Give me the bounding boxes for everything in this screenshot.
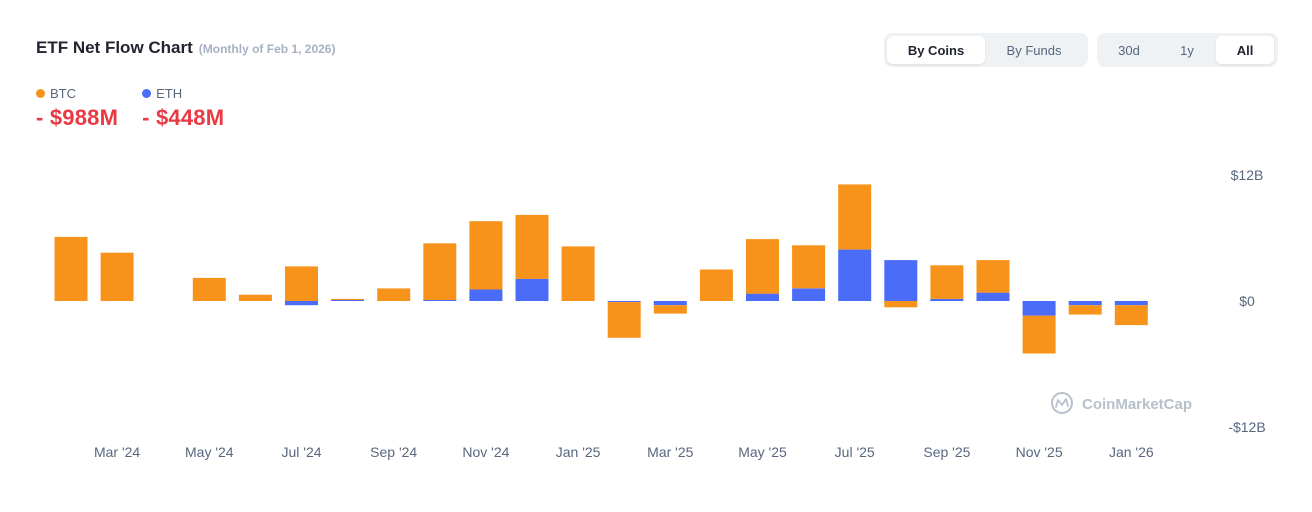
x-tick-label: Sep '24	[370, 444, 417, 460]
x-tick-label: Mar '24	[94, 444, 140, 460]
chart-title: ETF Net Flow Chart	[36, 38, 193, 57]
legend: BTC - $988M ETH - $448M	[36, 86, 224, 131]
x-axis: Mar '24 May '24 Jul '24 Sep '24 Nov '24 Jan '…	[94, 444, 1154, 460]
bar-btc-4[interactable]	[238, 294, 272, 301]
x-tick-label: May '25	[738, 444, 787, 460]
bar-btc-16[interactable]	[792, 245, 826, 289]
bar-eth-20[interactable]	[976, 292, 1010, 301]
x-tick-label: May '24	[185, 444, 234, 460]
range-all-button[interactable]: All	[1216, 36, 1274, 64]
watermark-text: CoinMarketCap	[1082, 396, 1192, 413]
by-coins-button[interactable]: By Coins	[887, 36, 985, 64]
bar-eth-6[interactable]	[331, 299, 365, 301]
x-tick-label: Nov '24	[462, 444, 509, 460]
x-tick-label: Jul '24	[281, 444, 321, 460]
x-tick-label: Jan '26	[1109, 444, 1154, 460]
view-toggle: By Coins By Funds	[884, 33, 1088, 67]
eth-dot-icon	[142, 89, 152, 98]
bar-eth-21[interactable]	[1022, 301, 1056, 316]
bar-btc-19[interactable]	[930, 265, 964, 299]
bar-eth-22[interactable]	[1068, 301, 1102, 306]
bar-eth-15[interactable]	[746, 293, 779, 301]
legend-value-btc: - $988M	[36, 105, 119, 130]
legend-label-btc: BTC	[50, 86, 76, 101]
bar-btc-18[interactable]	[884, 301, 918, 308]
y-tick-label: $0	[1239, 293, 1255, 309]
by-funds-button[interactable]: By Funds	[1006, 42, 1062, 58]
bar-eth-23[interactable]	[1114, 301, 1148, 306]
legend-item-eth[interactable]: ETH - $448M	[142, 86, 224, 131]
bar-eth-13[interactable]	[653, 301, 687, 306]
bar-btc-6[interactable]	[331, 298, 365, 300]
bar-eth-8[interactable]	[423, 299, 457, 301]
x-tick-label: Nov '25	[1016, 444, 1063, 460]
bar-eth-10[interactable]	[515, 278, 549, 301]
bar-eth-18[interactable]	[884, 260, 918, 301]
x-tick-label: Mar '25	[647, 444, 693, 460]
bar-btc-21[interactable]	[1022, 315, 1056, 354]
bar-eth-16[interactable]	[792, 288, 826, 301]
bar-btc-5[interactable]	[285, 266, 318, 301]
x-tick-label: Sep '25	[923, 444, 970, 460]
bar-eth-9[interactable]	[469, 289, 503, 301]
bar-btc-1[interactable]	[100, 252, 134, 301]
chart-subtitle: (Monthly of Feb 1, 2026)	[198, 42, 336, 56]
bar-btc-13[interactable]	[653, 305, 687, 314]
bar-btc-23[interactable]	[1114, 305, 1148, 326]
bars-group	[54, 184, 1148, 354]
bar-btc-10[interactable]	[515, 214, 549, 279]
bar-btc-0[interactable]	[54, 236, 88, 301]
y-axis: $12B $0 -$12B	[1228, 167, 1265, 435]
bar-btc-8[interactable]	[423, 243, 457, 300]
y-tick-label: $12B	[1231, 167, 1264, 183]
bar-eth-19[interactable]	[930, 298, 964, 301]
bar-btc-20[interactable]	[976, 260, 1010, 293]
x-tick-label: Jul '25	[835, 444, 875, 460]
bar-btc-14[interactable]	[699, 269, 733, 302]
range-30d-button[interactable]: 30d	[1118, 42, 1140, 58]
range-1y-button[interactable]: 1y	[1180, 42, 1194, 58]
bar-btc-12[interactable]	[607, 302, 641, 338]
bar-eth-5[interactable]	[285, 301, 318, 306]
bar-btc-9[interactable]	[469, 221, 503, 290]
y-tick-label: -$12B	[1228, 419, 1265, 435]
legend-value-eth: - $448M	[142, 105, 225, 130]
bar-btc-3[interactable]	[192, 277, 226, 301]
range-toggle: 30d 1y All	[1097, 33, 1278, 67]
legend-item-btc[interactable]: BTC - $988M	[36, 86, 118, 131]
watermark: CoinMarketCap	[1051, 392, 1192, 414]
bar-btc-7[interactable]	[377, 288, 411, 301]
bar-eth-17[interactable]	[838, 249, 872, 301]
x-tick-label: Jan '25	[556, 444, 601, 460]
bar-btc-15[interactable]	[746, 239, 779, 294]
chart-header: ETF Net Flow Chart (Monthly of Feb 1, 20…	[36, 38, 335, 58]
bar-eth-12[interactable]	[607, 301, 641, 303]
coinmarketcap-logo-icon	[1051, 392, 1073, 414]
legend-label-eth: ETH	[156, 86, 183, 101]
bar-btc-11[interactable]	[561, 246, 595, 301]
btc-dot-icon	[36, 89, 45, 98]
bar-btc-17[interactable]	[838, 184, 872, 250]
bar-btc-22[interactable]	[1068, 305, 1102, 315]
